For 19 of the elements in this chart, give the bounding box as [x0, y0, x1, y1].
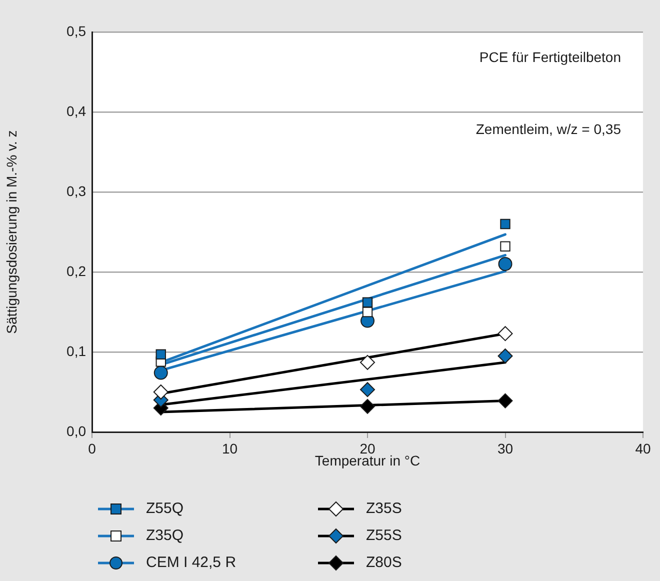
legend-label: Z35Q [146, 527, 184, 544]
y-tick-label: 0,5 [66, 22, 86, 39]
y-tick-label: 0,2 [66, 262, 86, 279]
x-tick-label: 10 [222, 440, 238, 456]
y-axis-title: Sättigungsdosierung in M.-% v. z [3, 130, 20, 334]
annotation: PCE für Fertigteilbeton [479, 48, 621, 65]
annotation: Zementleim, w/z = 0,35 [476, 120, 622, 137]
legend-label: Z55S [366, 527, 402, 544]
legend-label: Z55Q [146, 500, 184, 517]
y-tick-label: 0,4 [66, 102, 86, 119]
x-tick-label: 0 [88, 440, 96, 456]
y-tick-label: 0,3 [66, 182, 86, 199]
x-tick-label: 40 [635, 440, 651, 456]
legend-label: CEM I 42,5 R [146, 554, 236, 571]
y-tick-label: 0,0 [66, 422, 86, 439]
y-tick-label: 0,1 [66, 342, 86, 359]
legend-label: Z35S [366, 500, 402, 517]
x-tick-label: 30 [497, 440, 514, 456]
legend-label: Z80S [366, 554, 402, 571]
